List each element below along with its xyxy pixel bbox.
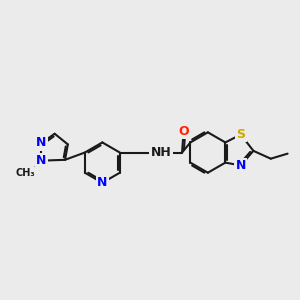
Text: N: N <box>36 136 47 149</box>
Text: N: N <box>36 154 47 167</box>
Text: CH₃: CH₃ <box>16 168 35 178</box>
Text: NH: NH <box>151 146 171 159</box>
Text: S: S <box>236 128 245 141</box>
Text: O: O <box>178 125 189 138</box>
Text: N: N <box>97 176 107 189</box>
Text: N: N <box>236 159 246 172</box>
